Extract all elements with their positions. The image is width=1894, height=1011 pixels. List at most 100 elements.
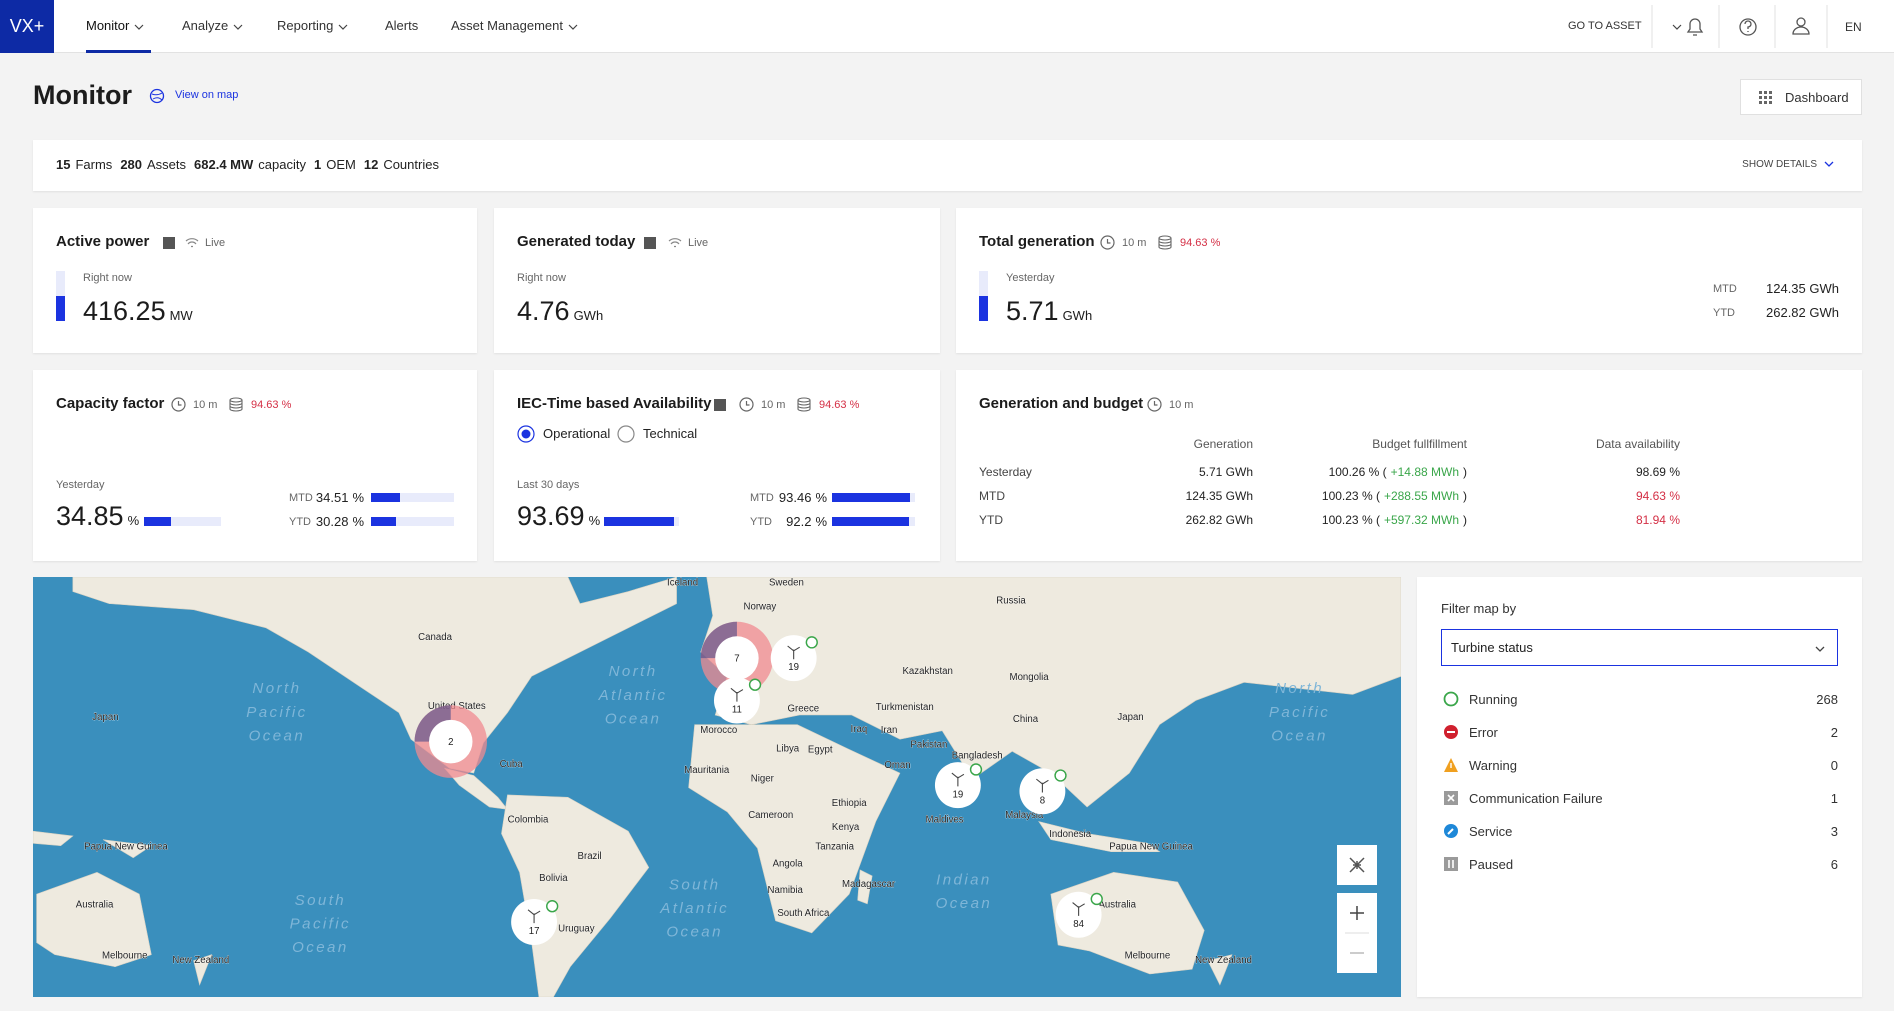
cluster[interactable]: 2	[414, 705, 487, 778]
cluster-count: 84	[1073, 919, 1084, 930]
map-label: Russia	[996, 596, 1026, 607]
nav-item[interactable]: Analyze	[182, 18, 229, 33]
bar-fill	[371, 517, 397, 526]
clock-hands	[1106, 239, 1111, 244]
language[interactable]: EN	[1845, 20, 1862, 34]
radio[interactable]	[617, 425, 635, 443]
zoom-controls	[1337, 893, 1377, 973]
status-dot	[805, 636, 818, 649]
map-label: Egypt	[808, 744, 833, 755]
live-label: Live	[688, 237, 709, 249]
wifi-icon	[185, 238, 199, 248]
dashboard-button[interactable]: Dashboard	[1740, 79, 1862, 115]
ocean-label: Pacific	[246, 704, 307, 721]
wifi-path	[668, 238, 682, 248]
logo[interactable]: VX+	[0, 0, 54, 53]
nav-item[interactable]: Alerts	[385, 18, 419, 33]
nav-item[interactable]: Reporting	[277, 18, 334, 33]
info-icon	[714, 399, 726, 411]
view-on-map[interactable]: View on map	[175, 89, 239, 101]
zoom-in[interactable]	[1350, 906, 1364, 920]
db-path	[797, 397, 811, 412]
status-icon	[1444, 824, 1458, 838]
help-icon[interactable]	[1739, 18, 1757, 36]
row-label: YTD	[979, 513, 1003, 527]
icon-mark	[1448, 860, 1454, 868]
bar-track	[832, 517, 915, 526]
value: 34.85%	[56, 501, 139, 532]
separator	[1651, 5, 1828, 48]
nav-item[interactable]: Asset Management	[451, 18, 564, 33]
clock-face	[1147, 397, 1162, 412]
data-availability: 94.63 %	[251, 399, 292, 411]
budget-delta: +288.55 MWh	[1383, 489, 1459, 503]
nav-underline	[86, 50, 151, 53]
value: 4.76 GWh	[517, 296, 603, 327]
chevron	[338, 24, 348, 30]
budget: 100.23 % (+597.32 MWh)	[1322, 513, 1467, 527]
data-availability: 81.94 %	[1635, 513, 1680, 527]
cluster[interactable]: 8	[1019, 768, 1067, 815]
map-label: Iceland	[667, 577, 698, 588]
cluster[interactable]: 7	[700, 621, 774, 695]
row-label: YTD	[1713, 307, 1735, 319]
summary-label: Countries	[383, 157, 439, 172]
cluster[interactable]: 19	[934, 762, 983, 809]
ocean-label: Pacific	[1269, 704, 1330, 721]
go-to-asset[interactable]: GO TO ASSET	[1568, 20, 1642, 32]
map-label: Japan	[1117, 712, 1143, 723]
cluster-count: 11	[732, 705, 742, 716]
nav-item[interactable]: Monitor	[86, 18, 130, 33]
ocean-label: South	[669, 876, 721, 893]
value: 416.25 MW	[83, 296, 193, 327]
map-label: Papua New Guinea	[84, 841, 168, 852]
radio-ring	[617, 425, 635, 443]
ocean-label: Ocean	[292, 939, 349, 956]
cluster[interactable]: 17	[511, 898, 559, 945]
cluster-circle	[429, 719, 473, 764]
turbine-icon	[1036, 778, 1049, 793]
status-count: 0	[1830, 758, 1838, 773]
map-label: Melbourne	[1125, 950, 1171, 961]
cluster-count: 19	[953, 789, 964, 800]
map-label: Malaysia	[1005, 810, 1044, 821]
card-generated-today: Generated today Live Right now 4.76 GWh	[494, 208, 940, 353]
map-label: Canada	[418, 632, 452, 643]
map-label: Oman	[884, 760, 910, 771]
card-title: Generated today	[517, 233, 636, 250]
summary-value: 15	[56, 157, 71, 172]
cluster[interactable]: 84	[1055, 891, 1103, 938]
map-label: Brazil	[578, 851, 602, 862]
summary-bar: 15 Farms 280 Assets 682.4 MW capacity 1 OEM 12 Co…	[33, 140, 1862, 191]
map-label: Mongolia	[1010, 672, 1050, 683]
row-label: YTD	[750, 516, 772, 528]
live-label: Live	[205, 237, 226, 249]
map-label: Greece	[788, 703, 820, 714]
map[interactable]: North Pacific Ocean North Atlantic Ocean North…	[33, 577, 1401, 997]
column-header: Generation	[1193, 437, 1253, 451]
icon	[1444, 857, 1458, 871]
dashboard-label: Dashboard	[1785, 90, 1849, 105]
bell-icon[interactable]	[1686, 18, 1704, 36]
clock-hands	[177, 401, 182, 406]
row-value: 262.82 GWh	[1766, 305, 1839, 320]
ocean-label: Atlantic	[659, 900, 729, 917]
icon-wrench	[1447, 828, 1454, 835]
map-label: Australia	[76, 899, 114, 910]
grid-icon	[1759, 91, 1772, 104]
summary-label: capacity	[258, 157, 306, 172]
chevron-path	[568, 24, 578, 30]
cluster[interactable]: 11	[713, 677, 762, 724]
summary-label: Farms	[75, 157, 113, 172]
filter-select[interactable]: Turbine status	[1441, 629, 1838, 666]
row-value: 124.35 GWh	[1766, 281, 1839, 296]
show-details[interactable]: SHOW DETAILS	[1742, 159, 1817, 170]
user-icon[interactable]	[1796, 17, 1806, 27]
value-unit: MW	[169, 308, 193, 323]
value-number: 93.69	[517, 501, 585, 531]
radio[interactable]	[517, 425, 535, 443]
cluster[interactable]: 19	[770, 635, 818, 682]
map-label: Melbourne	[102, 950, 148, 961]
map-tool-button[interactable]	[1337, 845, 1377, 885]
ocean-label: Ocean	[249, 727, 306, 744]
